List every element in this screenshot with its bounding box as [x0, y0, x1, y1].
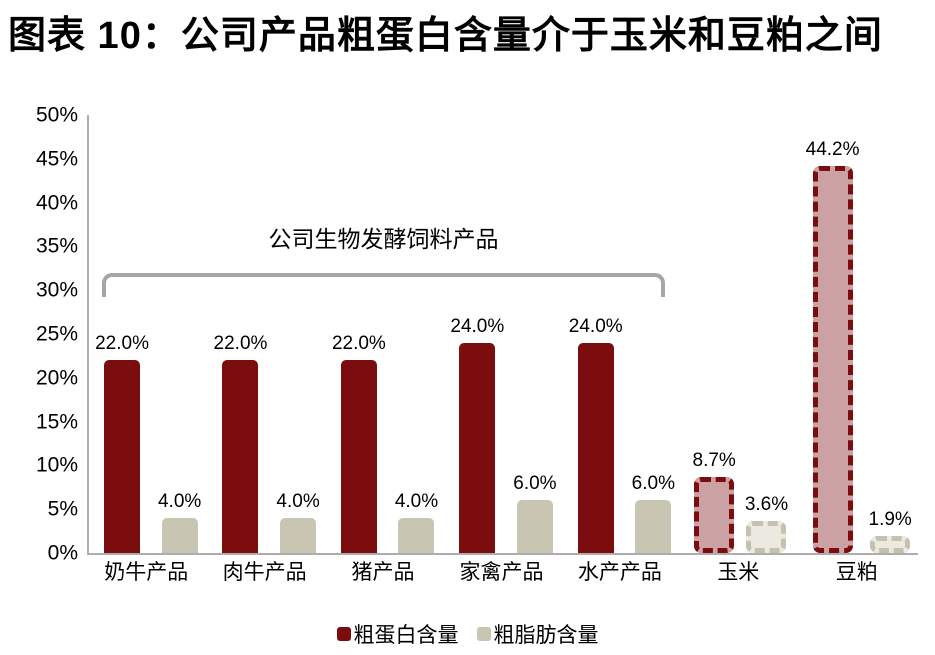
chart-title: 图表 10：公司产品粗蛋白含量介于玉米和豆粕之间 [8, 15, 883, 57]
protein-bar [694, 476, 735, 553]
bar-wrap: 24.0% [450, 115, 504, 553]
bar-value-label: 6.0% [513, 473, 557, 495]
bar-group: 8.7% 3.6% [681, 115, 799, 553]
bar-wrap: 4.0% [276, 115, 320, 553]
bar-group: 24.0% 6.0% [444, 115, 562, 553]
y-tick-label: 25% [35, 322, 78, 346]
x-category-label: 肉牛产品 [222, 561, 307, 584]
bar-wrap: 4.0% [395, 115, 438, 553]
y-tick-label: 40% [35, 191, 78, 215]
bar-wrap: 1.9% [869, 115, 912, 553]
bar-value-label: 1.9% [868, 509, 912, 531]
legend-swatch-icon [336, 627, 351, 641]
y-tick-label: 35% [35, 234, 78, 258]
y-tick-label: 5% [47, 497, 78, 521]
bar-wrap: 6.0% [513, 115, 557, 553]
fat-bar [280, 517, 317, 553]
y-tick-label: 50% [35, 103, 78, 127]
bar-value-label: 4.0% [394, 490, 439, 512]
bar-value-label: 22.0% [331, 333, 386, 355]
bar-group: 22.0% 4.0% [326, 115, 444, 553]
bar-wrap: 4.0% [158, 115, 201, 553]
fat-bar [516, 500, 553, 553]
y-tick-label: 20% [35, 366, 78, 390]
legend-item: 粗蛋白含量 [336, 619, 459, 649]
fat-bar [870, 536, 911, 553]
x-axis: 奶牛产品 肉牛产品 猪产品 家禽产品 水产产品 玉米 豆粕 [87, 560, 916, 586]
y-axis: 0% 5% 10% 15% 20% 25% 30% 35% 40% 45% 50% [0, 105, 78, 564]
legend-label: 粗蛋白含量 [353, 624, 459, 647]
bar-wrap: 22.0% [332, 115, 386, 553]
protein-bar [340, 360, 377, 553]
fat-bar [161, 517, 198, 553]
bracket-annotation [102, 273, 665, 297]
bar-value-label: 22.0% [213, 333, 268, 355]
bar-group: 22.0% 4.0% [207, 115, 325, 553]
y-tick-label: 30% [35, 278, 78, 302]
fat-bar [398, 517, 435, 553]
bar-value-label: 44.2% [805, 138, 860, 160]
bar-group: 24.0% 6.0% [563, 115, 681, 553]
protein-bar [812, 165, 853, 553]
bar-group: 44.2% 1.9% [800, 115, 918, 553]
x-category-label: 水产产品 [577, 561, 662, 584]
bar-value-label: 24.0% [450, 315, 505, 337]
bar-value-label: 6.0% [631, 473, 675, 495]
bar-wrap: 8.7% [693, 115, 736, 553]
bar-value-label: 4.0% [157, 490, 202, 512]
protein-bar [577, 342, 614, 553]
x-category-label: 玉米 [717, 561, 760, 584]
y-tick-label: 10% [35, 453, 78, 477]
bar-wrap: 3.6% [745, 115, 788, 553]
bar-value-label: 24.0% [568, 315, 623, 337]
x-category-label: 奶牛产品 [104, 561, 189, 584]
bar-wrap: 24.0% [569, 115, 623, 553]
protein-bar [459, 342, 496, 553]
fat-bar [746, 521, 787, 553]
bar-groups: 22.0% 4.0% 22.0% 4.0% 22.0% 4.0% 24.0% 6.0% 24.0… [89, 115, 918, 553]
y-tick-label: 45% [35, 147, 78, 171]
legend-item: 粗脂肪含量 [476, 619, 599, 649]
bar-value-label: 4.0% [276, 490, 320, 512]
x-category-label: 豆粕 [835, 561, 878, 584]
protein-bar [222, 360, 259, 553]
y-tick-label: 0% [47, 541, 78, 565]
x-category-label: 家禽产品 [459, 561, 544, 584]
legend: 粗蛋白含量 粗脂肪含量 [0, 619, 935, 649]
bar-value-label: 3.6% [744, 494, 789, 516]
bar-value-label: 22.0% [95, 333, 149, 355]
protein-bar [104, 360, 141, 553]
bracket-annotation-label: 公司生物发酵饲料产品 [268, 226, 499, 252]
bar-wrap: 6.0% [632, 115, 675, 553]
bar-group: 22.0% 4.0% [89, 115, 207, 553]
bar-value-label: 8.7% [692, 449, 736, 471]
plot-area: 公司生物发酵饲料产品 22.0% 4.0% 22.0% 4.0% 22.0% 4.0% 24… [87, 115, 918, 555]
legend-label: 粗脂肪含量 [493, 624, 599, 647]
bar-wrap: 44.2% [806, 115, 860, 553]
bar-wrap: 22.0% [95, 115, 149, 553]
y-tick-label: 15% [35, 410, 78, 434]
fat-bar [635, 500, 672, 553]
bar-wrap: 22.0% [213, 115, 268, 553]
legend-swatch-icon [476, 627, 491, 641]
x-category-label: 猪产品 [351, 561, 415, 584]
